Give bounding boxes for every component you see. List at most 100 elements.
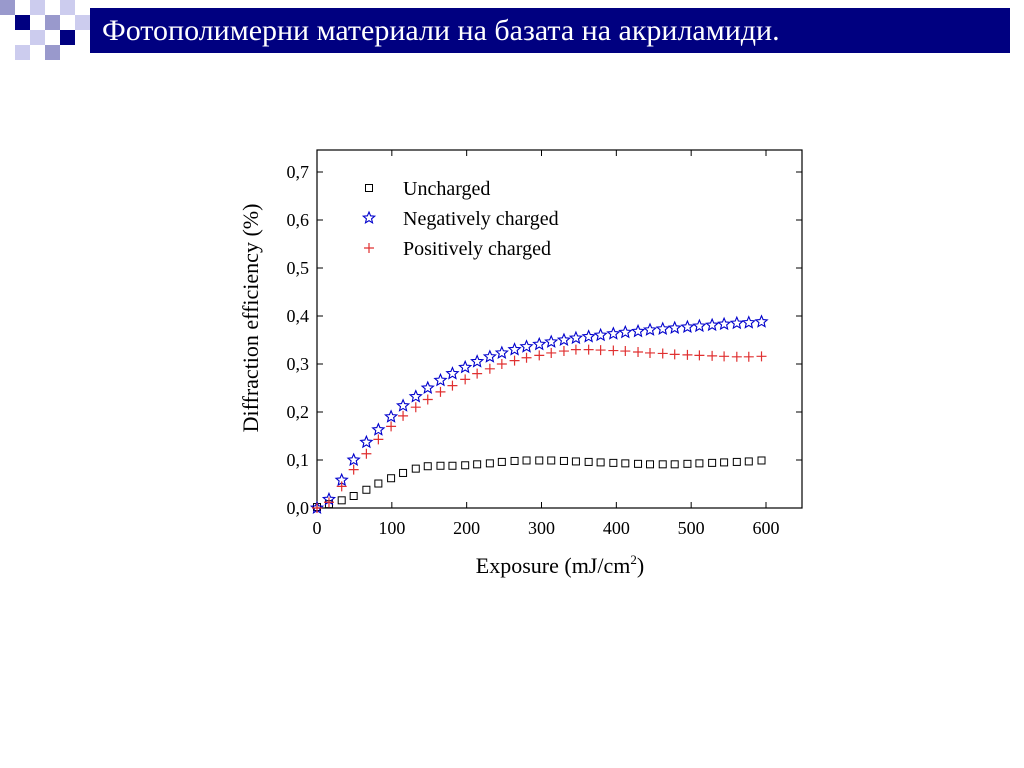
- data-point-positively-charged: [509, 355, 520, 366]
- data-point-positively-charged: [633, 347, 644, 357]
- data-point-negatively-charged: [680, 319, 695, 334]
- data-point-uncharged: [448, 461, 457, 470]
- deco-square: [15, 45, 30, 60]
- data-point-negatively-charged: [667, 320, 682, 335]
- data-point-negatively-charged: [420, 380, 435, 395]
- data-point-positively-charged: [682, 349, 693, 360]
- x-axis-label-superscript: 2: [630, 552, 637, 567]
- data-point-uncharged: [609, 458, 618, 467]
- data-point-positively-charged: [460, 374, 471, 385]
- y-tick-label: 0,2: [287, 402, 310, 422]
- data-point-positively-charged: [756, 351, 767, 362]
- legend-label-uncharged: Uncharged: [403, 178, 490, 200]
- deco-square: [30, 30, 45, 45]
- x-tick-label: 300: [528, 518, 555, 538]
- data-point-uncharged: [720, 458, 729, 467]
- y-tick-label: 0,0: [287, 498, 310, 518]
- data-point-negatively-charged: [519, 339, 534, 353]
- data-point-uncharged: [559, 456, 568, 465]
- data-point-positively-charged: [435, 386, 446, 397]
- data-point-uncharged: [658, 460, 667, 469]
- data-point-positively-charged: [336, 481, 347, 492]
- data-point-positively-charged: [743, 351, 754, 362]
- data-point-uncharged: [757, 456, 766, 465]
- data-point-positively-charged: [608, 345, 619, 356]
- data-point-uncharged: [670, 460, 679, 469]
- y-tick-label: 0,4: [287, 306, 310, 326]
- data-point-negatively-charged: [384, 409, 399, 423]
- data-point-positively-charged: [323, 497, 334, 508]
- data-point-positively-charged: [361, 448, 372, 459]
- data-marks: [309, 314, 769, 515]
- data-point-positively-charged: [694, 350, 705, 361]
- data-point-uncharged: [461, 461, 470, 470]
- data-point-positively-charged: [719, 351, 730, 362]
- data-point-positively-charged: [410, 402, 421, 413]
- data-point-positively-charged: [348, 464, 359, 475]
- x-tick-label: 200: [453, 518, 480, 538]
- plot-frame: [316, 149, 803, 509]
- data-point-negatively-charged: [371, 422, 386, 436]
- data-point-negatively-charged: [717, 316, 732, 331]
- data-point-negatively-charged: [630, 323, 646, 338]
- data-point-uncharged: [349, 492, 358, 500]
- data-point-positively-charged: [472, 368, 483, 379]
- data-point-negatively-charged: [445, 366, 460, 380]
- x-tick-label: 0: [313, 518, 322, 538]
- data-point-negatively-charged: [433, 372, 448, 387]
- data-point-uncharged: [634, 459, 643, 468]
- data-point-negatively-charged: [346, 452, 361, 467]
- data-point-uncharged: [695, 459, 704, 468]
- data-point-negatively-charged: [692, 318, 707, 333]
- y-tick-label: 0,1: [287, 450, 310, 470]
- y-tick-label: 0,5: [287, 258, 310, 278]
- deco-square: [15, 15, 30, 30]
- data-point-negatively-charged: [754, 314, 769, 328]
- data-point-uncharged: [423, 462, 432, 471]
- data-point-positively-charged: [386, 421, 397, 432]
- x-axis-label: Exposure (mJ/cm2): [476, 552, 644, 578]
- data-point-positively-charged: [484, 363, 495, 374]
- data-point-negatively-charged: [470, 354, 485, 368]
- data-point-positively-charged: [521, 352, 532, 363]
- x-axis-label-suffix: ): [637, 553, 644, 578]
- data-point-positively-charged: [620, 346, 631, 357]
- legend-marker-uncharged: [365, 184, 373, 192]
- legend-marker-negatively-charged: [361, 210, 377, 225]
- data-point-negatively-charged: [568, 330, 583, 345]
- data-point-negatively-charged: [458, 359, 473, 374]
- data-point-uncharged: [510, 456, 519, 465]
- x-tick-label: 100: [378, 518, 405, 538]
- x-tick-label: 600: [753, 518, 780, 538]
- data-point-uncharged: [621, 459, 630, 468]
- slide-decoration: [0, 0, 90, 60]
- data-point-positively-charged: [534, 350, 545, 361]
- deco-square: [75, 15, 90, 30]
- legend-marker-positively-charged: [364, 243, 374, 253]
- data-point-negatively-charged: [581, 329, 596, 343]
- deco-square: [30, 0, 45, 15]
- x-tick-label: 500: [678, 518, 705, 538]
- data-point-positively-charged: [583, 344, 594, 355]
- data-point-uncharged: [522, 456, 531, 465]
- y-axis-label: Diffraction efficiency (%): [238, 204, 263, 433]
- data-point-positively-charged: [546, 347, 557, 358]
- deco-square: [45, 15, 60, 30]
- deco-square: [0, 0, 15, 15]
- data-point-negatively-charged: [494, 345, 509, 359]
- data-point-negatively-charged: [705, 317, 720, 332]
- data-point-positively-charged: [447, 380, 458, 391]
- data-point-positively-charged: [707, 350, 718, 361]
- data-point-uncharged: [732, 457, 741, 466]
- data-point-uncharged: [411, 464, 420, 473]
- data-point-positively-charged: [657, 348, 668, 359]
- data-point-uncharged: [473, 460, 482, 469]
- data-point-negatively-charged: [556, 332, 572, 347]
- deco-square: [60, 0, 75, 15]
- data-point-uncharged: [485, 459, 494, 468]
- y-tick-label: 0,7: [287, 162, 310, 182]
- y-tick-label: 0,3: [287, 354, 310, 374]
- data-point-negatively-charged: [482, 349, 497, 363]
- data-point-negatively-charged: [544, 334, 559, 348]
